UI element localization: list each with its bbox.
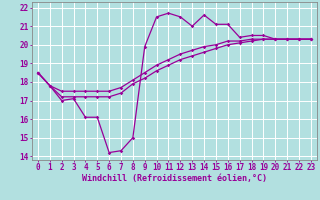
X-axis label: Windchill (Refroidissement éolien,°C): Windchill (Refroidissement éolien,°C) bbox=[82, 174, 267, 183]
